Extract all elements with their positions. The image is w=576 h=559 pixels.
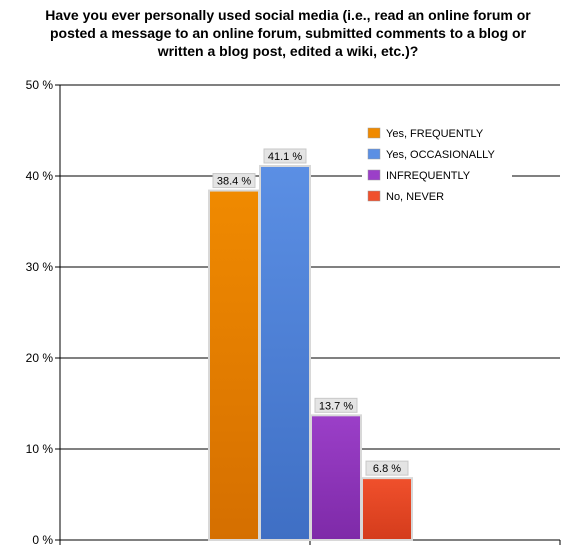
y-tick-label: 0 % [32, 533, 53, 547]
legend-background [362, 120, 512, 208]
data-label-box [365, 460, 409, 476]
y-axis: 0 % 10 % 20 % 30 % 40 % 50 % [26, 78, 561, 547]
chart-title-line-1: Have you ever personally used social med… [45, 7, 531, 23]
chart-title: Have you ever personally used social med… [0, 6, 576, 60]
data-label-box [212, 173, 256, 189]
y-tick-label: 20 % [26, 351, 54, 365]
y-tick-label: 10 % [26, 442, 54, 456]
legend-swatch [367, 169, 381, 181]
bar-3 [310, 414, 362, 541]
legend-entry: Yes, FREQUENTLY [386, 128, 484, 140]
data-label: 13.7 % [319, 400, 353, 412]
chart-title-line-2: posted a message to an online forum, sub… [49, 25, 527, 41]
legend-swatch [367, 127, 381, 139]
data-label: 41.1 % [268, 151, 302, 163]
bar-4 [361, 477, 413, 541]
bars [208, 164, 413, 542]
data-label-box [314, 397, 358, 413]
y-tick-label: 50 % [26, 78, 54, 92]
data-label: 6.8 % [373, 463, 401, 475]
data-label-box [263, 148, 307, 164]
legend-swatch [367, 148, 381, 160]
legend-entry: INFREQUENTLY [386, 170, 471, 182]
chart-title-line-3: written a blog post, edited a wiki, etc.… [157, 43, 419, 59]
legend-entry: Yes, OCCASIONALLY [386, 149, 495, 161]
legend-swatch [367, 190, 381, 202]
legend-entry: No, NEVER [386, 191, 444, 203]
data-labels: 38.4 % 41.1 % 13.7 % 6.8 % [212, 148, 409, 476]
y-tick-label: 40 % [26, 169, 54, 183]
data-label: 38.4 % [217, 176, 251, 188]
legend: Yes, FREQUENTLY Yes, OCCASIONALLY INFREQUE… [362, 120, 512, 208]
bar-1 [208, 189, 260, 541]
bar-2 [259, 164, 311, 542]
y-tick-label: 30 % [26, 260, 54, 274]
